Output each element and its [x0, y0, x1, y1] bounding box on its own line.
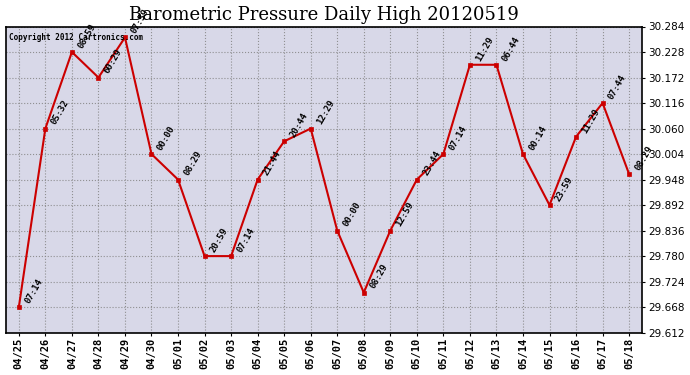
Text: 11:29: 11:29 [474, 35, 495, 63]
Text: 07:59: 07:59 [129, 8, 150, 35]
Text: 05:32: 05:32 [50, 99, 71, 126]
Text: 11:29: 11:29 [580, 107, 602, 135]
Text: 07:14: 07:14 [23, 277, 44, 305]
Text: 00:00: 00:00 [342, 201, 363, 228]
Text: 08:59: 08:59 [76, 22, 97, 50]
Text: 12:59: 12:59 [395, 201, 415, 228]
Text: 00:14: 00:14 [527, 124, 549, 152]
Title: Barometric Pressure Daily High 20120519: Barometric Pressure Daily High 20120519 [129, 6, 519, 24]
Text: Copyright 2012 Cartronics.com: Copyright 2012 Cartronics.com [9, 33, 143, 42]
Text: 00:00: 00:00 [156, 124, 177, 152]
Text: 08:29: 08:29 [633, 144, 655, 172]
Text: 20:44: 20:44 [288, 111, 310, 139]
Text: 12:29: 12:29 [315, 99, 336, 126]
Text: 08:29: 08:29 [182, 150, 204, 177]
Text: 23:44: 23:44 [421, 150, 442, 177]
Text: 06:44: 06:44 [501, 35, 522, 63]
Text: 60:29: 60:29 [103, 48, 124, 75]
Text: 07:14: 07:14 [448, 124, 469, 152]
Text: 20:59: 20:59 [209, 226, 230, 254]
Text: 08:29: 08:29 [368, 262, 389, 290]
Text: 21:44: 21:44 [262, 150, 283, 177]
Text: 23:59: 23:59 [553, 175, 575, 203]
Text: 07:14: 07:14 [235, 226, 257, 254]
Text: 07:44: 07:44 [607, 73, 628, 101]
